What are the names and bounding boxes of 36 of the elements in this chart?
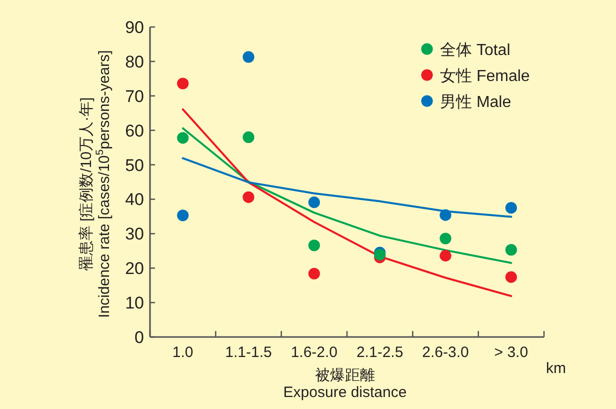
legend-label: 男性 Male bbox=[440, 94, 512, 111]
y-tick-label: 30 bbox=[125, 224, 144, 244]
point bbox=[440, 250, 452, 262]
point bbox=[177, 210, 189, 222]
y-tick-label: 80 bbox=[125, 52, 144, 72]
x-tick-label: > 3.0 bbox=[494, 344, 528, 361]
point bbox=[505, 244, 517, 256]
point bbox=[440, 232, 452, 244]
y-tick-label: 0 bbox=[134, 328, 144, 347]
point bbox=[177, 78, 189, 90]
text: km bbox=[546, 360, 566, 377]
point bbox=[505, 202, 517, 214]
point bbox=[308, 240, 320, 252]
point bbox=[177, 132, 189, 144]
y-tick-label: 70 bbox=[125, 86, 144, 106]
y-tick-label: 10 bbox=[125, 294, 144, 313]
point bbox=[505, 271, 517, 283]
legend-label: 全体 Total bbox=[440, 42, 510, 59]
x-tick-label: 1.0 bbox=[172, 344, 194, 361]
point bbox=[242, 131, 254, 144]
point bbox=[308, 196, 320, 208]
y-tick-label: 60 bbox=[125, 121, 144, 140]
x-tick-label: 2.6-3.0 bbox=[422, 344, 469, 361]
x-axis-title: 被爆距離 Exposure distance bbox=[283, 367, 407, 401]
point bbox=[308, 268, 320, 280]
y-tick-label: 40 bbox=[125, 190, 144, 210]
x-tick-label: 1.6-2.0 bbox=[290, 344, 338, 361]
x-tick-label: 2.1-2.5 bbox=[356, 344, 404, 361]
point bbox=[242, 191, 254, 203]
point bbox=[440, 209, 452, 221]
x-tick-label: 1.1-1.5 bbox=[225, 344, 272, 361]
y-tick-label: 20 bbox=[125, 259, 144, 278]
y-tick-label: 50 bbox=[125, 156, 144, 175]
legend-label: 女性 Female bbox=[440, 68, 530, 85]
point bbox=[242, 51, 254, 63]
y-tick-label: 90 bbox=[125, 18, 144, 37]
